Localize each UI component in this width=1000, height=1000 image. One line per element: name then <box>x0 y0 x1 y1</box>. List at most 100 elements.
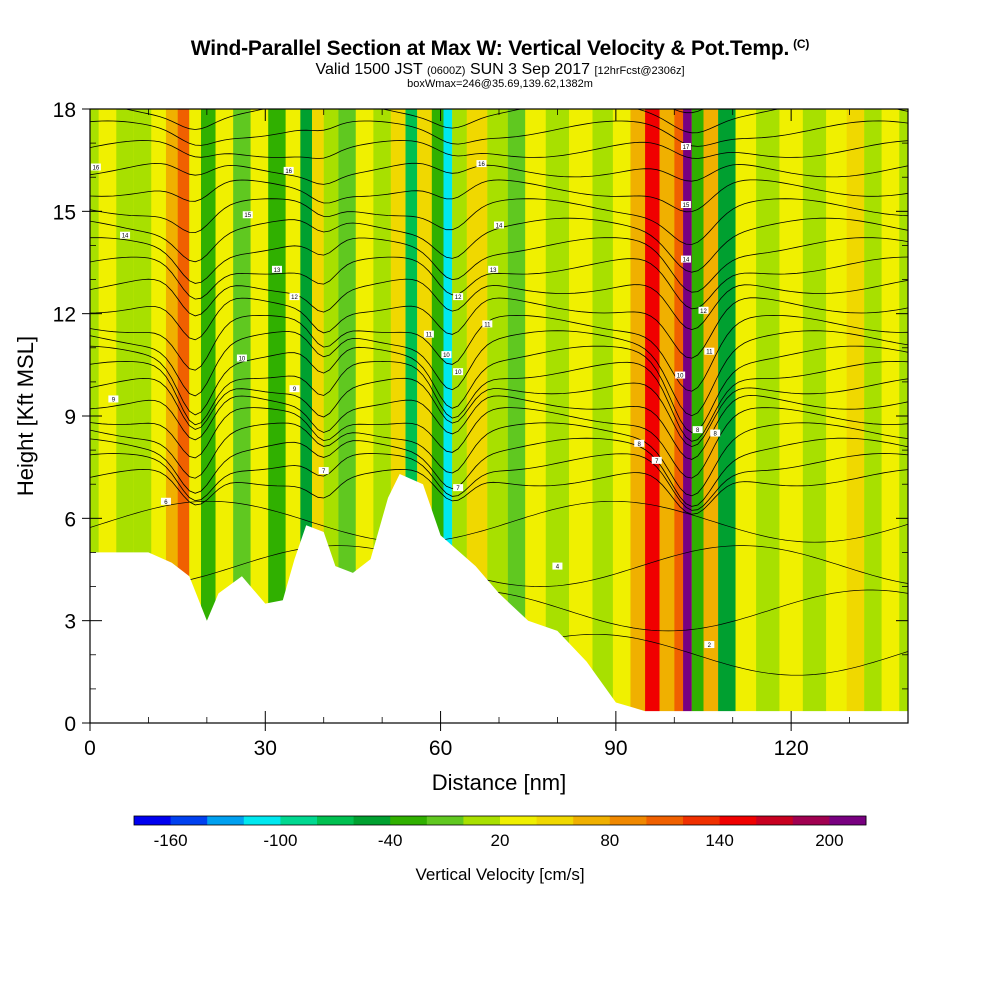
contour-label: 16 <box>476 160 487 168</box>
theta-contour-line <box>90 330 908 417</box>
velocity-column <box>592 109 613 723</box>
velocity-column <box>312 109 324 723</box>
theta-contour-line <box>90 360 908 442</box>
x-tick-label: 120 <box>774 737 809 760</box>
svg-text:11: 11 <box>706 350 713 356</box>
svg-text:10: 10 <box>455 370 462 376</box>
contour-label: 13 <box>271 265 282 274</box>
contour-label: 7 <box>318 467 329 475</box>
contour-label: 7 <box>453 484 464 492</box>
theta-contour-line <box>90 422 908 497</box>
velocity-column <box>487 109 508 723</box>
theta-contour-line <box>90 394 908 460</box>
contour-label: 16 <box>283 166 294 175</box>
axes: 0 30 60 90 120 0 3 6 9 12 15 18 <box>53 99 909 760</box>
velocity-column <box>525 109 546 723</box>
contour-label: 8 <box>692 426 703 434</box>
colorbar-swatch <box>170 816 208 825</box>
svg-text:13: 13 <box>274 268 281 274</box>
velocity-column <box>612 109 631 723</box>
velocity-column <box>826 109 847 723</box>
colorbar-title: Vertical Velocity [cm/s] <box>415 865 584 884</box>
colorbar-swatch <box>646 816 684 825</box>
colorbar-swatch <box>609 816 647 825</box>
contour-label: 6 <box>160 497 171 506</box>
y-tick-label: 18 <box>53 99 76 122</box>
y-tick-label: 9 <box>64 406 76 429</box>
svg-text:10: 10 <box>677 374 684 380</box>
x-tick-label: 30 <box>254 737 277 760</box>
theta-contour-line <box>90 120 908 147</box>
svg-text:4: 4 <box>556 565 560 571</box>
contour-label: 4 <box>552 562 563 571</box>
copyright-mark: (C) <box>793 37 810 51</box>
velocity-column <box>507 109 526 723</box>
velocity-column <box>703 109 719 723</box>
colorbar-swatch <box>683 816 721 825</box>
theta-contour-line <box>90 237 908 293</box>
velocity-column <box>779 109 803 723</box>
valid-utc: (0600Z) <box>426 65 466 77</box>
contour-label: 10 <box>236 354 247 363</box>
svg-text:15: 15 <box>244 213 251 219</box>
svg-text:11: 11 <box>484 322 491 328</box>
svg-text:12: 12 <box>700 309 707 315</box>
colorbar-tick-label: -160 <box>154 831 188 850</box>
contour-label: 12 <box>453 293 464 301</box>
contour-label: 8 <box>710 429 721 438</box>
velocity-column <box>405 109 418 723</box>
contour-label: 11 <box>423 330 434 339</box>
svg-text:14: 14 <box>683 258 690 264</box>
colorbar-swatch <box>536 816 574 825</box>
theta-contour-line <box>90 297 908 359</box>
contour-label: 13 <box>488 265 499 274</box>
colorbar-swatch <box>719 816 757 825</box>
theta-contour-line <box>90 468 908 515</box>
theta-contour-line <box>672 109 705 114</box>
svg-text:16: 16 <box>285 169 292 175</box>
svg-text:6: 6 <box>164 500 168 506</box>
velocity-column <box>864 109 882 723</box>
contour-label: 14 <box>120 231 131 240</box>
velocity-column <box>735 109 757 723</box>
svg-text:11: 11 <box>426 333 433 339</box>
colorbar-tick-label: -40 <box>378 831 403 850</box>
theta-contour-line <box>90 545 908 587</box>
location-line: boxWmax=246@35.69,139.62,1382m <box>407 78 593 90</box>
colorbar-swatch <box>500 816 538 825</box>
colorbar-tick-label: 140 <box>705 831 733 850</box>
contour-label: 12 <box>698 306 709 315</box>
velocity-column <box>846 109 865 723</box>
valid-time: Valid 1500 JST <box>315 61 423 78</box>
theta-contour-line <box>90 63 908 87</box>
velocity-column <box>165 109 178 723</box>
chart-title-text: Wind-Parallel Section at Max W: Vertical… <box>190 37 790 60</box>
velocity-column <box>802 109 827 723</box>
colorbar-swatch <box>829 816 867 825</box>
contour-label: 15 <box>242 211 253 219</box>
theta-contour-line <box>90 377 908 448</box>
contour-label: 17 <box>680 143 691 151</box>
colorbar-swatch <box>792 816 830 825</box>
y-tick-label: 3 <box>64 611 76 634</box>
theta-contour-line <box>90 179 908 213</box>
theta-contour-line <box>90 162 908 185</box>
velocity-column <box>718 109 736 723</box>
svg-text:9: 9 <box>293 387 297 393</box>
colorbar-swatch <box>573 816 611 825</box>
velocity-column <box>250 109 269 723</box>
contour-label: 14 <box>680 255 691 264</box>
x-tick-label: 90 <box>604 737 627 760</box>
svg-text:12: 12 <box>455 295 462 301</box>
theta-contour-line <box>90 256 908 310</box>
velocity-column <box>189 109 202 723</box>
colorbar-tick-label: -100 <box>263 831 297 850</box>
contour-label: 14 <box>494 221 504 229</box>
colorbar-swatch <box>280 816 318 825</box>
y-tick-label: 0 <box>64 713 76 736</box>
colorbar-swatch <box>756 816 794 825</box>
x-tick-label: 60 <box>429 737 452 760</box>
theta-contour-line <box>90 437 908 507</box>
velocity-column <box>569 109 593 723</box>
velocity-column <box>215 109 234 723</box>
